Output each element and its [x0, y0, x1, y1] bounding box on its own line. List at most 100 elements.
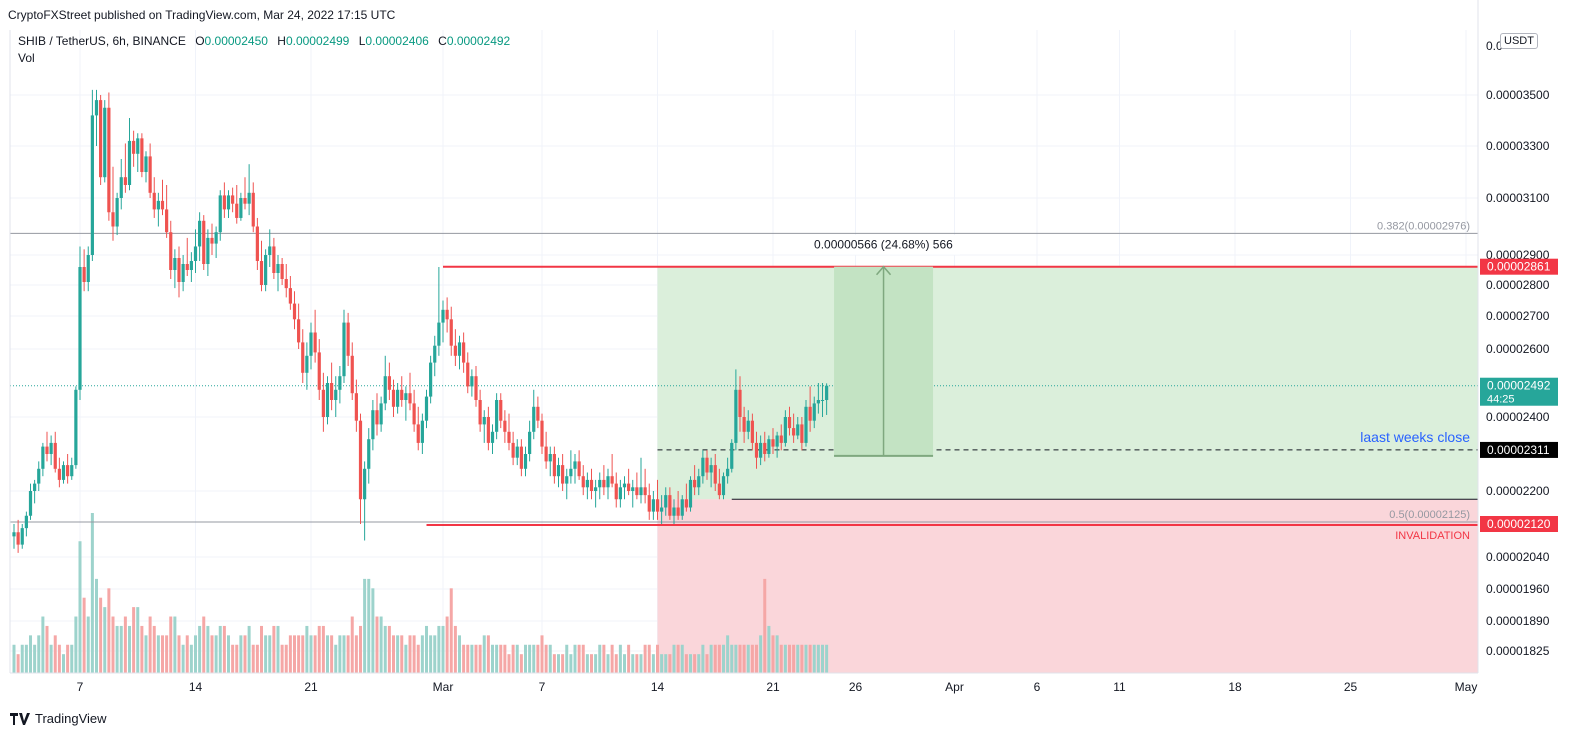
volume-bar [363, 578, 367, 673]
volume-bar [371, 588, 375, 673]
volume-bar [627, 644, 631, 673]
time-tick-label: 14 [651, 680, 665, 694]
volume-bar [709, 644, 713, 673]
candle-body [655, 499, 660, 512]
candle-body [123, 177, 127, 185]
volume-bar [705, 654, 709, 673]
resistance-badge-bg [1480, 258, 1558, 275]
ohlc-open-label: O [195, 34, 205, 48]
publish-info: CryptoFXStreet published on TradingView.… [8, 8, 396, 22]
volume-bar [41, 616, 45, 673]
candle-body [313, 332, 317, 353]
time-tick-label: 26 [849, 680, 863, 694]
candle-body [354, 393, 358, 421]
price-tick-label: 0.00002900 [1486, 248, 1550, 262]
tradingview-logo-icon [10, 712, 30, 725]
candle-body [74, 389, 78, 466]
candle-body [808, 406, 812, 421]
volume-bar [672, 644, 676, 673]
volume-bar [132, 607, 136, 673]
volume-bar [148, 616, 152, 673]
volume-bar [16, 654, 20, 673]
candle-body [198, 220, 202, 247]
candle-body [90, 115, 94, 256]
candle-body [408, 393, 412, 404]
candle-body [330, 383, 334, 400]
candle-body [660, 507, 664, 512]
volume-bar [651, 654, 655, 673]
candle-body [672, 507, 676, 516]
volume-bar [99, 597, 103, 673]
candle-body [317, 352, 321, 390]
volume-bar [812, 644, 816, 673]
current-price-badge: 0.00002492 [1487, 379, 1551, 393]
tradingview-brand[interactable]: TradingView [10, 711, 107, 726]
candle-body [544, 446, 548, 462]
symbol-legend[interactable]: SHIB / TetherUS, 6h, BINANCE O0.00002450… [18, 34, 510, 48]
volume-bar [590, 654, 593, 673]
volume-bars [12, 513, 829, 673]
volume-bar [119, 625, 123, 673]
candle-body [536, 406, 540, 421]
candle-body [767, 439, 771, 454]
candle-body [272, 246, 276, 273]
candle-body [581, 476, 585, 488]
price-tick-label: 0.00002800 [1486, 278, 1550, 292]
stop-zone [657, 499, 1478, 673]
resistance-badge: 0.00002861 [1487, 260, 1551, 274]
candle-body [825, 385, 829, 400]
candle-body [387, 376, 391, 390]
candle-body [585, 479, 589, 488]
candle-body [251, 192, 255, 227]
volume-bar [375, 616, 379, 673]
volume-bar [788, 644, 791, 673]
candle-body [416, 424, 420, 443]
volume-bar [594, 654, 598, 673]
candle-body [519, 446, 523, 469]
candle-body [511, 442, 515, 458]
volume-bar [350, 616, 354, 673]
candle-body [437, 322, 441, 346]
candle-body [350, 355, 354, 394]
volume-bar [519, 654, 523, 673]
volume-bar [425, 625, 428, 673]
volume-bar [342, 635, 346, 673]
candle-body [548, 454, 552, 462]
volume-bar [33, 644, 37, 673]
volume-bar [284, 644, 288, 673]
candle-body [301, 342, 305, 373]
volume-bar [173, 616, 177, 673]
volume-bar [557, 654, 560, 673]
price-tick-label: 0.00002400 [1486, 410, 1550, 424]
candle-body [754, 442, 759, 458]
time-tick-label: 18 [1228, 680, 1242, 694]
candle-body [358, 420, 363, 500]
volume-bar [78, 541, 82, 673]
candle-body [565, 476, 569, 484]
volume-bar [726, 635, 730, 673]
candle-body [701, 457, 705, 477]
candle-body [779, 435, 783, 443]
volume-bar [771, 635, 775, 673]
candle-body [33, 483, 37, 491]
volume-bar [49, 644, 53, 673]
candle-body [693, 479, 697, 488]
volume-bar [433, 635, 437, 673]
candle-body [305, 355, 309, 373]
candle-body [41, 446, 45, 469]
volume-bar [746, 644, 750, 673]
currency-button[interactable]: USDT [1500, 33, 1538, 49]
candle-body [651, 499, 655, 512]
candle-body [796, 424, 800, 436]
candle-body [466, 362, 470, 387]
candle-body [730, 442, 734, 469]
candle-body [99, 100, 103, 178]
volume-bar [288, 635, 292, 673]
volume-bar [437, 625, 441, 673]
candle-body [507, 431, 511, 443]
volume-bar [573, 644, 577, 673]
candle-body [383, 376, 387, 404]
volume-legend[interactable]: Vol [18, 51, 35, 65]
volume-bar [189, 644, 193, 673]
